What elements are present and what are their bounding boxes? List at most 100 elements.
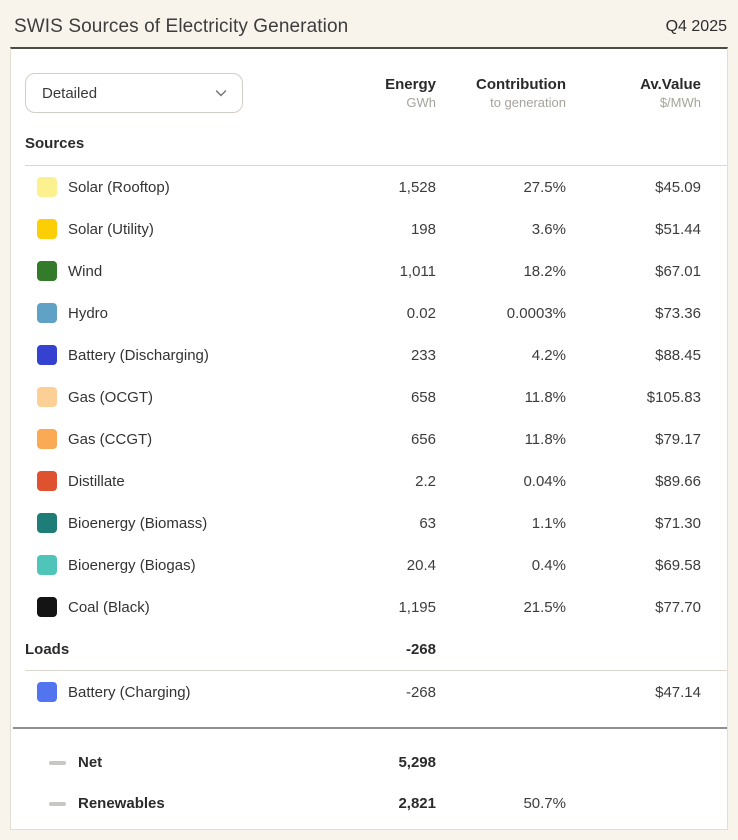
table-row[interactable]: Distillate 2.2 0.04% $89.66 bbox=[11, 460, 727, 502]
av-value: $67.01 bbox=[655, 262, 701, 280]
fuel-label: Distillate bbox=[68, 472, 125, 490]
chevron-down-icon bbox=[215, 90, 227, 97]
contribution-value: 11.8% bbox=[524, 430, 566, 448]
fuel-color-swatch bbox=[37, 345, 57, 365]
energy-value: 658 bbox=[410, 388, 436, 406]
view-mode-value: Detailed bbox=[42, 84, 98, 102]
renewables-energy-value: 2,821 bbox=[398, 795, 436, 812]
column-header-contribution: Contribution to generation bbox=[476, 76, 566, 110]
energy-value: 656 bbox=[410, 430, 436, 448]
renewables-line-icon bbox=[49, 801, 66, 806]
av-value: $71.30 bbox=[655, 514, 701, 532]
loads-section-row: Loads -268 bbox=[11, 628, 727, 670]
contribution-value: 11.8% bbox=[524, 388, 566, 406]
fuel-label: Hydro bbox=[68, 304, 109, 322]
av-value: $79.17 bbox=[655, 430, 701, 448]
fuel-color-swatch bbox=[37, 682, 57, 702]
column-header-energy: Energy GWh bbox=[385, 76, 436, 110]
av-value: $45.09 bbox=[655, 178, 701, 196]
fuel-label: Bioenergy (Biomass) bbox=[68, 514, 208, 532]
table-row[interactable]: Gas (CCGT) 656 11.8% $79.17 bbox=[11, 418, 727, 460]
table-row[interactable]: Wind 1,011 18.2% $67.01 bbox=[11, 250, 727, 292]
contribution-value: 27.5% bbox=[523, 178, 566, 196]
renewables-total-row: Renewables 2,821 50.7% bbox=[11, 783, 727, 824]
net-energy-value: 5,298 bbox=[398, 754, 436, 771]
table-row[interactable]: Battery (Discharging) 233 4.2% $88.45 bbox=[11, 334, 727, 376]
fuel-color-swatch bbox=[37, 177, 57, 197]
energy-value: 1,195 bbox=[398, 598, 436, 616]
av-value: $47.14 bbox=[655, 683, 701, 701]
av-value: $73.36 bbox=[655, 304, 701, 322]
fuel-label: Solar (Rooftop) bbox=[68, 178, 170, 196]
period-label: Q4 2025 bbox=[665, 17, 727, 35]
av-value: $77.70 bbox=[655, 598, 701, 616]
contribution-value: 3.6% bbox=[531, 220, 566, 238]
contribution-value: 21.5% bbox=[523, 598, 566, 616]
loads-section-label: Loads bbox=[25, 640, 70, 658]
fuel-label: Bioenergy (Biogas) bbox=[68, 556, 196, 574]
energy-value: 198 bbox=[410, 220, 436, 238]
fuel-color-swatch bbox=[37, 387, 57, 407]
divider bbox=[25, 165, 727, 166]
sources-section-label: Sources bbox=[25, 135, 85, 152]
fuel-color-swatch bbox=[37, 513, 57, 533]
view-mode-dropdown[interactable]: Detailed bbox=[25, 73, 243, 113]
av-value: $105.83 bbox=[646, 388, 701, 406]
renewables-label: Renewables bbox=[78, 795, 165, 812]
fuel-color-swatch bbox=[37, 471, 57, 491]
fuel-color-swatch bbox=[37, 261, 57, 281]
contribution-value: 0.4% bbox=[531, 556, 566, 574]
energy-value: -268 bbox=[405, 683, 436, 701]
contribution-value: 1.1% bbox=[531, 514, 566, 532]
fuel-label: Battery (Discharging) bbox=[68, 346, 209, 364]
energy-value: 63 bbox=[419, 514, 436, 532]
fuel-color-swatch bbox=[37, 429, 57, 449]
contribution-value: 0.0003% bbox=[506, 304, 566, 322]
fuel-label: Gas (CCGT) bbox=[68, 430, 153, 448]
table-row[interactable]: Solar (Utility) 198 3.6% $51.44 bbox=[11, 208, 727, 250]
energy-value: 233 bbox=[410, 346, 436, 364]
energy-value: 0.02 bbox=[406, 304, 436, 322]
contribution-value: 4.2% bbox=[531, 346, 566, 364]
loads-total-energy: -268 bbox=[405, 640, 436, 658]
table-row[interactable]: Coal (Black) 1,195 21.5% $77.70 bbox=[11, 586, 727, 628]
table-row[interactable]: Gas (OCGT) 658 11.8% $105.83 bbox=[11, 376, 727, 418]
fuel-label: Coal (Black) bbox=[68, 598, 150, 616]
totals-divider bbox=[13, 727, 727, 729]
fuel-label: Wind bbox=[68, 262, 103, 280]
generation-table-card: Detailed Energy GWh Contribution to gene… bbox=[10, 47, 728, 830]
av-value: $69.58 bbox=[655, 556, 701, 574]
av-value: $89.66 bbox=[655, 472, 701, 490]
table-row[interactable]: Battery (Charging) -268 $47.14 bbox=[11, 671, 727, 713]
fuel-color-swatch bbox=[37, 219, 57, 239]
fuel-color-swatch bbox=[37, 303, 57, 323]
fuel-color-swatch bbox=[37, 597, 57, 617]
fuel-label: Gas (OCGT) bbox=[68, 388, 153, 406]
energy-value: 1,528 bbox=[398, 178, 436, 196]
fuel-label: Solar (Utility) bbox=[68, 220, 154, 238]
av-value: $51.44 bbox=[655, 220, 701, 238]
page-title: SWIS Sources of Electricity Generation bbox=[14, 15, 349, 37]
contribution-value: 0.04% bbox=[523, 472, 566, 490]
fuel-color-swatch bbox=[37, 555, 57, 575]
energy-value: 1,011 bbox=[399, 262, 436, 280]
av-value: $88.45 bbox=[655, 346, 701, 364]
renewables-contribution-value: 50.7% bbox=[523, 795, 566, 812]
energy-value: 2.2 bbox=[415, 472, 436, 490]
column-header-av-value: Av.Value $/MWh bbox=[640, 76, 701, 110]
table-row[interactable]: Hydro 0.02 0.0003% $73.36 bbox=[11, 292, 727, 334]
page-header: SWIS Sources of Electricity Generation Q… bbox=[0, 0, 738, 47]
table-header-row: Detailed Energy GWh Contribution to gene… bbox=[11, 73, 727, 113]
fuel-label: Battery (Charging) bbox=[68, 683, 191, 701]
energy-value: 20.4 bbox=[406, 556, 436, 574]
table-row[interactable]: Bioenergy (Biogas) 20.4 0.4% $69.58 bbox=[11, 544, 727, 586]
net-total-row: Net 5,298 bbox=[11, 742, 727, 783]
net-label: Net bbox=[78, 754, 103, 771]
totals-section: Net 5,298 Renewables 2,821 50.7% bbox=[11, 729, 727, 824]
contribution-value: 18.2% bbox=[523, 262, 566, 280]
table-row[interactable]: Solar (Rooftop) 1,528 27.5% $45.09 bbox=[11, 166, 727, 208]
divider bbox=[25, 670, 727, 671]
table-row[interactable]: Bioenergy (Biomass) 63 1.1% $71.30 bbox=[11, 502, 727, 544]
net-line-icon bbox=[49, 760, 66, 765]
